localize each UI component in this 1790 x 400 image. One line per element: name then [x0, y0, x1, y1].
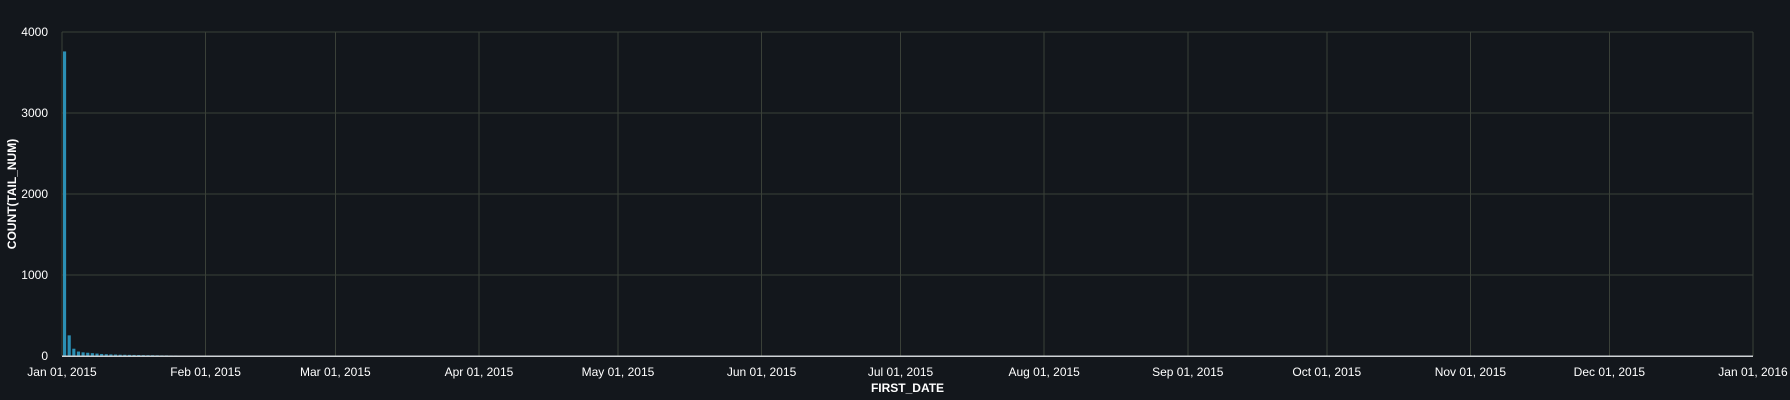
- bar: [95, 353, 99, 356]
- y-tick-label: 0: [41, 349, 48, 363]
- x-tick-label: Mar 01, 2015: [300, 365, 371, 379]
- x-tick-label: Oct 01, 2015: [1292, 365, 1361, 379]
- x-axis-title: FIRST_DATE: [871, 381, 944, 395]
- y-tick-label: 1000: [21, 268, 48, 282]
- bar: [109, 354, 113, 356]
- bar-series: [63, 51, 1067, 357]
- x-tick-label: Jul 01, 2015: [868, 365, 934, 379]
- bar: [81, 352, 85, 356]
- x-tick-label: Jan 01, 2015: [27, 365, 97, 379]
- x-tick-label: May 01, 2015: [582, 365, 655, 379]
- y-tick-label: 4000: [21, 25, 48, 39]
- x-tick-label: Aug 01, 2015: [1008, 365, 1080, 379]
- x-tick-label: Feb 01, 2015: [170, 365, 241, 379]
- bar: [63, 51, 67, 356]
- bar: [90, 353, 94, 356]
- y-axis-ticks: 0 1000 2000 3000 4000: [21, 25, 48, 363]
- y-tick-label: 2000: [21, 187, 48, 201]
- bar: [104, 354, 108, 356]
- x-tick-label: Jan 01, 2016: [1718, 365, 1788, 379]
- x-tick-label: Sep 01, 2015: [1152, 365, 1224, 379]
- x-tick-label: Nov 01, 2015: [1435, 365, 1507, 379]
- bar: [86, 352, 90, 356]
- x-tick-label: Dec 01, 2015: [1574, 365, 1646, 379]
- x-tick-label: Jun 01, 2015: [727, 365, 797, 379]
- chart-grid: [61, 31, 1754, 357]
- bar: [67, 335, 71, 356]
- bar: [100, 353, 104, 356]
- x-axis-ticks: Jan 01, 2015 Feb 01, 2015 Mar 01, 2015 Apr …: [27, 365, 1788, 379]
- bar: [76, 351, 81, 356]
- x-tick-label: Apr 01, 2015: [445, 365, 514, 379]
- y-tick-label: 3000: [21, 106, 48, 120]
- y-axis-title: COUNT(TAIL_NUM): [5, 139, 19, 249]
- bar: [72, 348, 76, 356]
